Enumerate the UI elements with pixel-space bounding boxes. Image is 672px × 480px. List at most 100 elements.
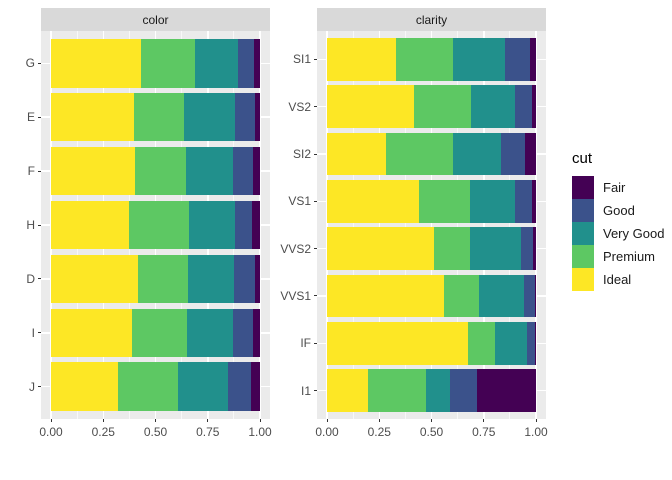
x-axis-label: 1.00 <box>524 425 548 439</box>
bar-segment-ideal <box>51 254 139 304</box>
x-tick <box>259 419 261 422</box>
y-axis-label: VVS2 <box>280 241 311 256</box>
bar-segment-ideal <box>51 200 130 250</box>
bar-segment-very-good <box>470 227 522 270</box>
bar-segment-good <box>500 132 526 176</box>
y-axis-label: VVS1 <box>280 288 311 303</box>
x-axis-label: 1.00 <box>248 425 272 439</box>
bar-segment-good <box>504 38 530 81</box>
x-tick <box>155 419 156 422</box>
bar-segment-fair <box>529 38 536 81</box>
bar-segment-premium <box>468 322 496 365</box>
x-tick <box>535 419 537 422</box>
x-tick <box>326 419 328 422</box>
bar-segment-ideal <box>51 362 118 411</box>
gridline-major <box>326 31 328 419</box>
x-axis-label: 0.50 <box>419 425 444 439</box>
y-tick <box>38 332 41 334</box>
legend-swatch <box>572 199 594 222</box>
bar-segment-fair <box>252 200 260 250</box>
bar-segment-ideal <box>327 369 369 412</box>
y-axis-label: IF <box>300 336 311 351</box>
y-tick <box>314 106 317 108</box>
bar-segment-very-good <box>453 132 501 176</box>
bar-segment-fair <box>534 322 536 365</box>
bar-segment-good <box>228 362 252 411</box>
legend-item-label: Premium <box>603 249 656 264</box>
bar-segment-premium <box>134 92 185 142</box>
facet-strip-color: color <box>41 8 270 31</box>
bar-segment-fair <box>253 146 260 196</box>
x-axis-label: 0.75 <box>472 425 496 439</box>
bar-segment-ideal <box>51 39 142 88</box>
bar-segment-very-good <box>177 362 229 411</box>
bar-segment-fair <box>533 227 536 270</box>
bar-segment-fair <box>254 254 260 304</box>
y-axis-label: D <box>26 271 35 286</box>
x-tick <box>207 419 209 422</box>
bar-row-D <box>51 254 260 304</box>
gridline-minor <box>352 31 354 419</box>
bar-segment-ideal <box>51 146 135 196</box>
legend-item-label: Ideal <box>603 272 632 287</box>
gridline-major <box>430 31 433 419</box>
bar-segment-premium <box>368 369 427 412</box>
x-axis-label: 0.00 <box>39 425 63 439</box>
bar-segment-ideal <box>51 92 135 142</box>
legend-item-fair: Fair <box>572 176 664 199</box>
bar-segment-fair <box>531 180 536 223</box>
bar-segment-ideal <box>327 322 469 365</box>
facet-strip-clarity: clarity <box>317 8 546 31</box>
legend-item-premium: Premium <box>572 245 664 268</box>
bar-segment-very-good <box>479 274 525 318</box>
bar-segment-good <box>233 146 254 196</box>
bar-segment-very-good <box>187 254 235 304</box>
bar-segment-ideal <box>327 274 444 318</box>
bar-segment-premium <box>443 274 480 318</box>
y-axis-label: G <box>25 56 35 71</box>
gridline-minor <box>404 31 406 419</box>
bar-segment-ideal <box>327 38 396 81</box>
y-tick <box>314 295 317 297</box>
bar-segment-very-good <box>426 369 450 412</box>
y-tick <box>314 200 317 202</box>
gridline-major <box>535 31 537 419</box>
y-axis-label: E <box>26 110 35 125</box>
bar-segment-good <box>515 180 532 223</box>
y-tick <box>38 278 41 280</box>
bar-segment-good <box>514 85 532 128</box>
bar-segment-good <box>526 322 535 365</box>
bar-segment-good <box>235 92 256 142</box>
legend-items: Fair Good Very Good Premium Ideal <box>572 176 664 291</box>
bar-segment-premium <box>131 308 187 358</box>
y-tick <box>38 386 41 388</box>
bar-row-VS2 <box>327 85 536 128</box>
bar-segment-fair <box>531 85 536 128</box>
bar-segment-fair <box>254 39 260 88</box>
gridline-major <box>483 31 485 419</box>
y-tick <box>314 342 317 344</box>
y-axis-label: I1 <box>300 383 311 398</box>
y-tick <box>38 224 41 226</box>
bar-row-VVS1 <box>327 274 536 318</box>
y-axis-label: SI1 <box>292 52 311 67</box>
y-axis-label: F <box>27 164 35 179</box>
bar-segment-premium <box>138 254 188 304</box>
bar-segment-premium <box>386 132 454 176</box>
legend-swatch <box>572 222 594 245</box>
x-axis-label: 0.25 <box>91 425 115 439</box>
bar-segment-premium <box>434 227 471 270</box>
y-axis-label: VS2 <box>288 99 311 114</box>
bar-segment-premium <box>418 180 470 223</box>
bar-segment-ideal <box>327 85 414 128</box>
bar-segment-very-good <box>469 180 516 223</box>
bar-segment-ideal <box>51 308 132 358</box>
y-tick <box>38 170 41 172</box>
x-axis-label: 0.25 <box>367 425 391 439</box>
bar-segment-very-good <box>495 322 527 365</box>
gridline-minor <box>457 31 459 419</box>
bar-segment-good <box>234 254 255 304</box>
legend-item-very-good: Very Good <box>572 222 664 245</box>
bar-segment-good <box>449 369 477 412</box>
bar-row-E <box>51 92 260 142</box>
